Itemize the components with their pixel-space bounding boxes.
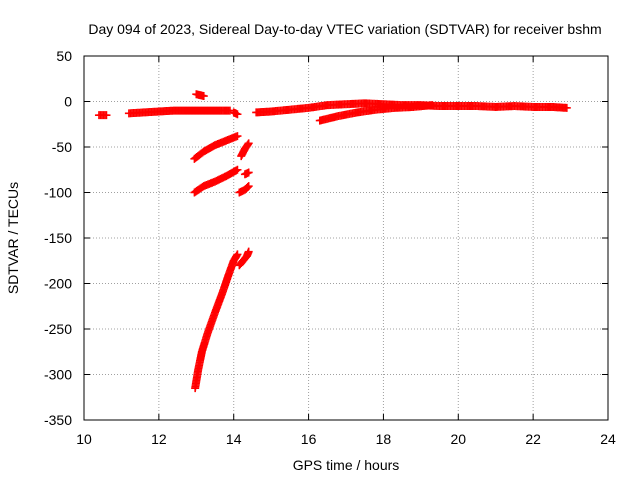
y-tick-label: -50 <box>52 139 72 155</box>
series-track-m <box>235 247 253 270</box>
axis-ticks: 10 12 14 16 18 20 22 24 50 0 -50 -100 -150 -200 -250 -3… <box>44 48 616 447</box>
y-tick-label: -250 <box>44 321 72 337</box>
x-tick-label: 24 <box>600 431 616 447</box>
data-point <box>244 168 253 177</box>
data-point <box>562 103 571 112</box>
series-track-j <box>240 168 253 179</box>
y-tick-label: -200 <box>44 276 72 292</box>
series-track-b <box>124 106 234 118</box>
data-point <box>225 106 234 115</box>
data-point <box>102 111 111 120</box>
series-track-d <box>229 108 242 119</box>
x-tick-label: 22 <box>525 431 541 447</box>
series-track-a <box>94 111 111 120</box>
x-tick-label: 18 <box>376 431 392 447</box>
y-tick-label: 50 <box>56 48 72 64</box>
x-tick-label: 16 <box>301 431 317 447</box>
series-track-i <box>190 165 242 197</box>
x-tick-label: 10 <box>76 431 92 447</box>
series-track-g <box>190 132 242 163</box>
series-track-f <box>315 101 437 125</box>
x-tick-label: 12 <box>151 431 167 447</box>
data-point <box>428 101 437 110</box>
y-tick-label: 0 <box>64 94 72 110</box>
data-point <box>199 92 208 101</box>
y-tick-label: -350 <box>44 412 72 428</box>
series-track-h <box>237 139 253 161</box>
y-axis-label: SDTVAR / TECUs <box>5 182 21 294</box>
x-tick-label: 20 <box>450 431 466 447</box>
x-tick-label: 14 <box>226 431 242 447</box>
series-track-l <box>191 250 242 393</box>
data-point <box>233 250 242 259</box>
data-marks <box>94 90 571 393</box>
y-tick-label: -150 <box>44 230 72 246</box>
data-point <box>244 182 253 191</box>
x-axis-label: GPS time / hours <box>293 457 400 473</box>
chart-title: Day 094 of 2023, Sidereal Day-to-day VTE… <box>88 21 601 37</box>
data-point <box>233 165 242 174</box>
y-tick-label: -100 <box>44 185 72 201</box>
y-tick-label: -300 <box>44 367 72 383</box>
data-point <box>233 132 242 141</box>
data-point <box>244 139 253 148</box>
series-track-c <box>192 90 208 101</box>
data-point <box>243 183 252 192</box>
series-track-k <box>235 182 253 197</box>
data-point <box>233 110 242 119</box>
data-point <box>244 247 253 256</box>
